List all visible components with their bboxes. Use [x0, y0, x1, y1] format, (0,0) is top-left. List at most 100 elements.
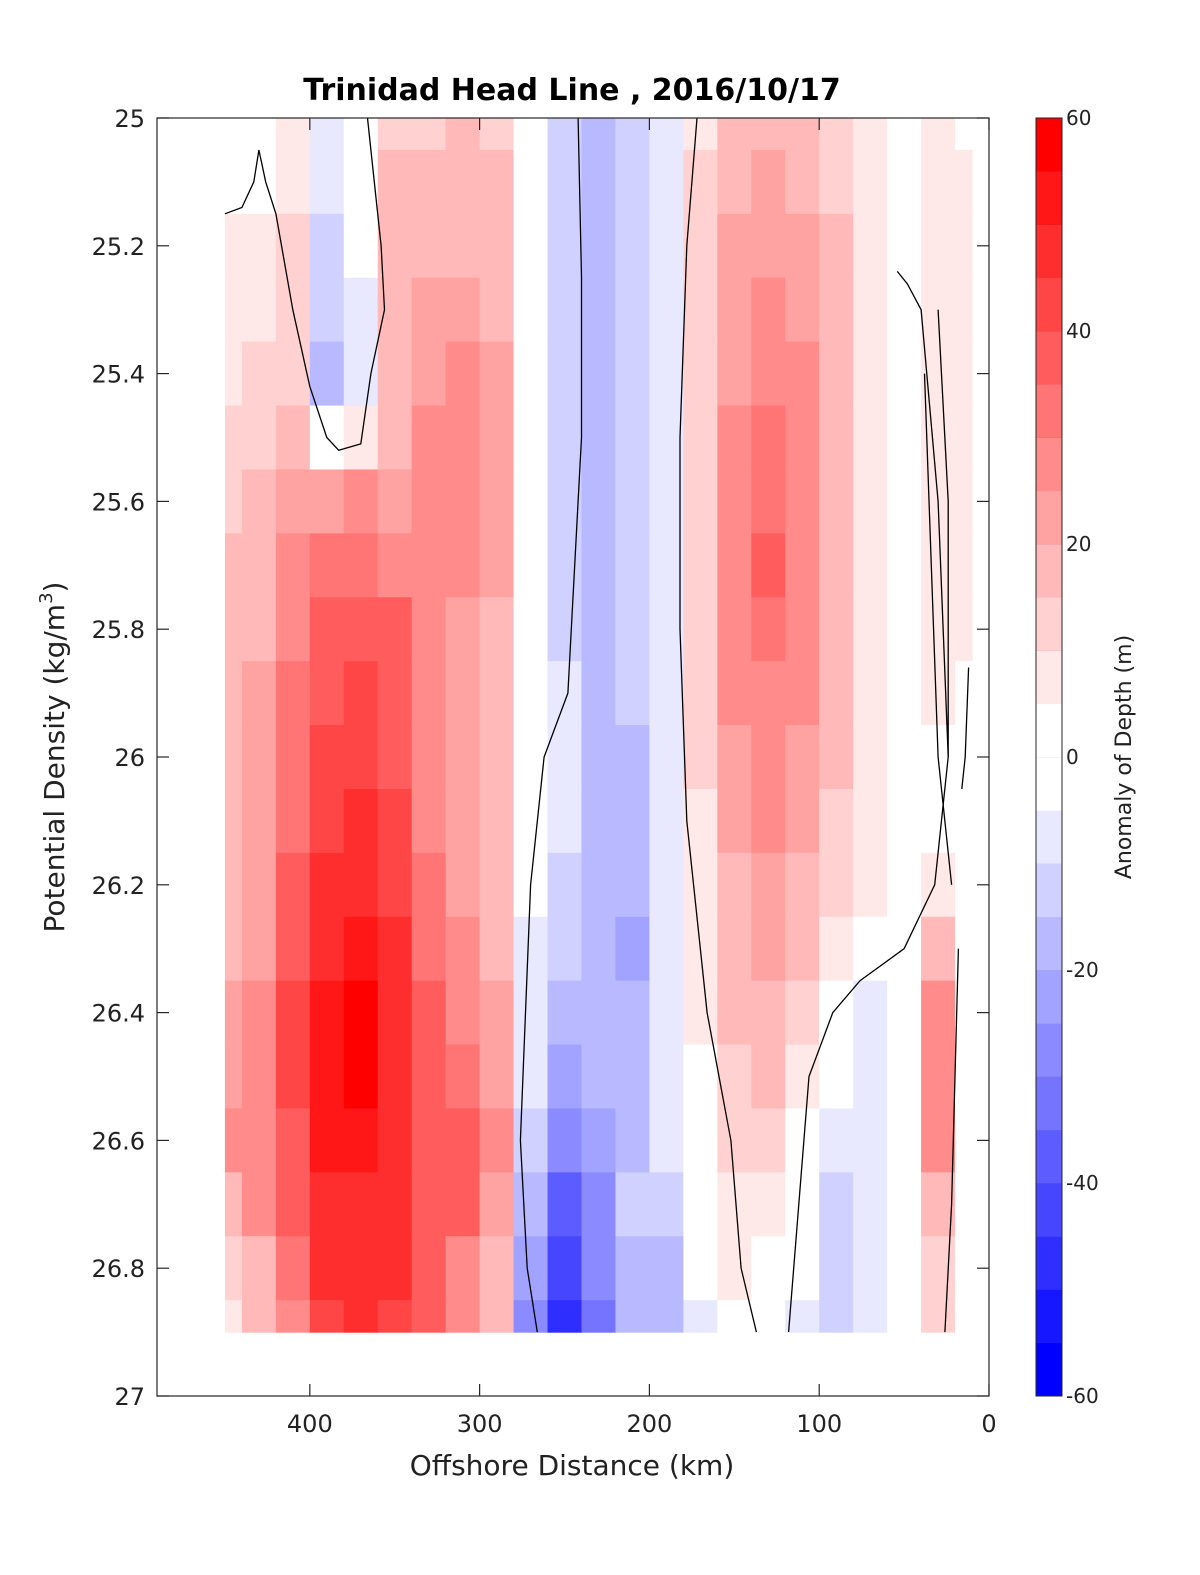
- heatmap-cell: [683, 469, 718, 534]
- heatmap-cell: [377, 341, 413, 407]
- heatmap-cell: [751, 405, 786, 471]
- heatmap-cell: [479, 788, 515, 854]
- y-tick-label: 26.8: [92, 1255, 145, 1283]
- heatmap-cell: [581, 725, 617, 790]
- y-axis-label-superscript: 3: [36, 592, 57, 603]
- heatmap-cell: [275, 1172, 311, 1237]
- heatmap-cell: [819, 118, 854, 151]
- heatmap-cell: [377, 469, 413, 534]
- heatmap-cell: [683, 533, 718, 598]
- heatmap-cell: [309, 788, 345, 854]
- heatmap-cell: [547, 725, 583, 790]
- heatmap-cell: [785, 341, 820, 407]
- heatmap-cell: [479, 341, 515, 407]
- heatmap-cell: [547, 405, 583, 471]
- heatmap-cell: [649, 788, 684, 854]
- heatmap-cell: [343, 1044, 379, 1110]
- heatmap-cell: [581, 597, 617, 662]
- heatmap-cell: [343, 852, 379, 918]
- zero-contour-line: [944, 948, 960, 1333]
- heatmap-cell: [581, 533, 617, 598]
- heatmap-cell: [649, 405, 684, 471]
- heatmap-cell: [241, 661, 277, 726]
- heatmap-cell: [513, 597, 549, 662]
- heatmap-cell: [819, 852, 854, 918]
- heatmap-cell: [224, 852, 243, 918]
- heatmap-cell: [275, 1044, 311, 1110]
- heatmap-cell: [513, 1300, 549, 1333]
- heatmap-cell: [615, 118, 651, 151]
- heatmap-cell: [377, 118, 413, 151]
- heatmap-cell: [887, 1300, 922, 1333]
- heatmap-cell: [683, 725, 718, 790]
- heatmap-cell: [819, 725, 854, 790]
- heatmap-cell: [819, 277, 854, 343]
- heatmap-cell: [275, 405, 311, 471]
- heatmap-cell: [717, 1108, 752, 1173]
- heatmap-cell: [751, 533, 786, 598]
- heatmap-cell: [547, 118, 583, 151]
- heatmap-cell: [411, 1236, 447, 1301]
- y-tick-label: 25.6: [92, 488, 145, 516]
- colorbar-band: [1036, 810, 1062, 864]
- heatmap-cell: [275, 1108, 311, 1173]
- heatmap-cell: [241, 1108, 277, 1173]
- heatmap-cell: [445, 1044, 481, 1110]
- heatmap-cell: [309, 149, 345, 215]
- heatmap-cell: [615, 405, 651, 471]
- heatmap-cell: [479, 1108, 515, 1173]
- heatmap-cell: [751, 213, 786, 279]
- heatmap-cell: [309, 916, 345, 982]
- heatmap-cell: [224, 1108, 243, 1173]
- colorbar-band: [1036, 171, 1062, 225]
- heatmap-cell: [224, 213, 243, 279]
- heatmap-cell: [955, 1044, 973, 1110]
- heatmap-cell: [683, 788, 718, 854]
- colorbar-tick-label: 60: [1066, 106, 1091, 130]
- heatmap-cell: [751, 118, 786, 151]
- heatmap-cell: [581, 1300, 617, 1333]
- heatmap-cell: [751, 469, 786, 534]
- heatmap-cell: [921, 1300, 956, 1333]
- heatmap-cell: [275, 916, 311, 982]
- heatmap-cell: [343, 725, 379, 790]
- heatmap-cell: [785, 1236, 820, 1301]
- heatmap-cell: [785, 916, 820, 982]
- heatmap-cell: [241, 213, 277, 279]
- heatmap-cell: [615, 277, 651, 343]
- heatmap-cell: [275, 661, 311, 726]
- y-axis-label-close: ): [38, 582, 71, 593]
- colorbar-tick-label: 0: [1066, 745, 1079, 769]
- heatmap-cell: [717, 1300, 752, 1333]
- heatmap-cell: [275, 149, 311, 215]
- heatmap-cell: [445, 1300, 481, 1333]
- colorbar-band: [1036, 1183, 1062, 1237]
- heatmap-cell: [241, 405, 277, 471]
- heatmap-cell: [224, 277, 243, 343]
- colorbar-band: [1036, 1289, 1062, 1344]
- heatmap-cell: [955, 469, 973, 534]
- heatmap-cell: [955, 149, 973, 215]
- heatmap-cell: [785, 277, 820, 343]
- heatmap-cell: [615, 213, 651, 279]
- heatmap-cell: [309, 1108, 345, 1173]
- heatmap-cell: [275, 1300, 311, 1333]
- heatmap-cell: [649, 149, 684, 215]
- x-tick-label: 400: [287, 1410, 333, 1438]
- heatmap-cell: [241, 469, 277, 534]
- heatmap-cell: [479, 118, 515, 151]
- heatmap-cell: [377, 149, 413, 215]
- heatmap-cell: [547, 1300, 583, 1333]
- heatmap-cell: [241, 916, 277, 982]
- colorbar-band: [1036, 1236, 1062, 1290]
- heatmap-cell: [649, 118, 684, 151]
- heatmap-cell: [513, 405, 549, 471]
- heatmap-cell: [717, 277, 752, 343]
- heatmap-cell: [547, 916, 583, 982]
- heatmap-cell: [309, 725, 345, 790]
- heatmap-cell: [683, 661, 718, 726]
- heatmap-cell: [547, 788, 583, 854]
- heatmap-cell: [241, 277, 277, 343]
- heatmap-cell: [887, 118, 922, 151]
- heatmap-cell: [887, 597, 922, 662]
